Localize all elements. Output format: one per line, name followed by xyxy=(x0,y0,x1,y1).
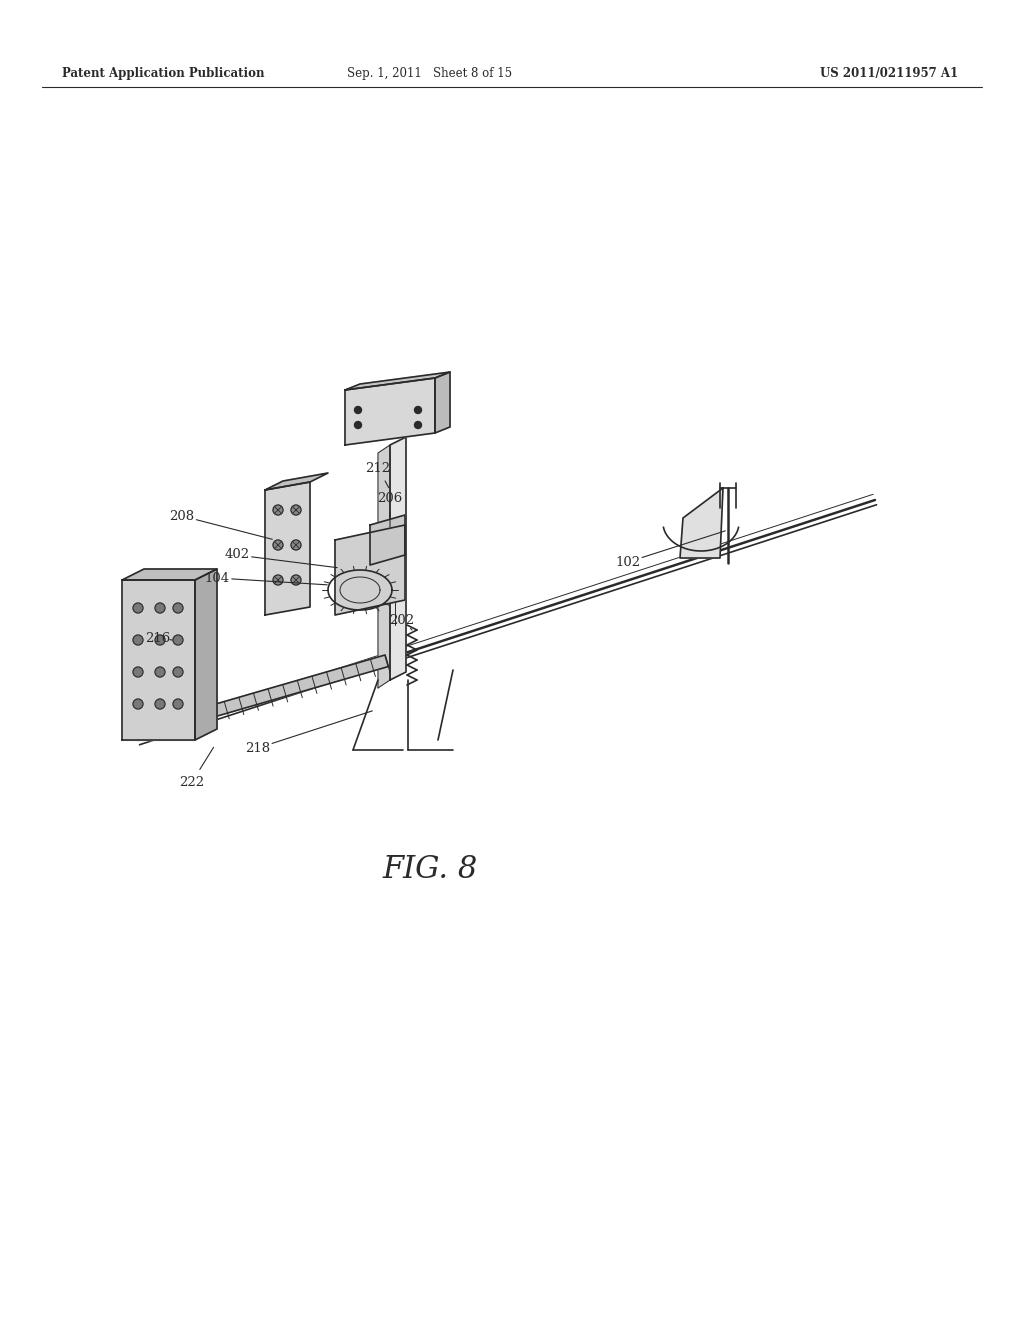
Text: 202: 202 xyxy=(389,614,415,627)
Polygon shape xyxy=(265,482,310,615)
Polygon shape xyxy=(122,579,195,741)
Text: 208: 208 xyxy=(169,510,195,523)
Text: 212: 212 xyxy=(366,462,390,474)
Text: US 2011/0211957 A1: US 2011/0211957 A1 xyxy=(820,67,958,81)
Circle shape xyxy=(273,576,283,585)
Circle shape xyxy=(155,667,165,677)
Circle shape xyxy=(133,667,143,677)
Circle shape xyxy=(133,603,143,612)
Text: 216: 216 xyxy=(145,631,171,644)
Polygon shape xyxy=(435,372,450,433)
Polygon shape xyxy=(378,445,390,688)
Circle shape xyxy=(173,700,183,709)
Circle shape xyxy=(354,407,361,413)
Polygon shape xyxy=(680,488,723,558)
Polygon shape xyxy=(345,378,435,445)
Circle shape xyxy=(155,635,165,645)
Text: Patent Application Publication: Patent Application Publication xyxy=(62,67,264,81)
Circle shape xyxy=(273,506,283,515)
Polygon shape xyxy=(345,372,450,389)
Circle shape xyxy=(173,603,183,612)
Circle shape xyxy=(354,421,361,429)
Text: 104: 104 xyxy=(205,572,229,585)
Text: 402: 402 xyxy=(224,549,250,561)
Polygon shape xyxy=(195,655,388,722)
Polygon shape xyxy=(122,569,217,579)
Circle shape xyxy=(155,700,165,709)
Text: FIG. 8: FIG. 8 xyxy=(382,854,477,886)
Circle shape xyxy=(133,700,143,709)
Circle shape xyxy=(415,407,422,413)
Circle shape xyxy=(291,576,301,585)
Circle shape xyxy=(415,421,422,429)
Polygon shape xyxy=(390,437,406,680)
Circle shape xyxy=(133,635,143,645)
Polygon shape xyxy=(335,525,406,615)
Circle shape xyxy=(273,540,283,550)
Text: 222: 222 xyxy=(179,776,205,788)
Circle shape xyxy=(173,635,183,645)
Polygon shape xyxy=(265,473,328,490)
Text: 218: 218 xyxy=(246,742,270,755)
Text: Sep. 1, 2011   Sheet 8 of 15: Sep. 1, 2011 Sheet 8 of 15 xyxy=(347,67,513,81)
Circle shape xyxy=(173,667,183,677)
Text: 206: 206 xyxy=(378,491,402,504)
Polygon shape xyxy=(195,569,217,741)
Circle shape xyxy=(291,540,301,550)
Text: 102: 102 xyxy=(615,556,641,569)
Circle shape xyxy=(155,603,165,612)
Circle shape xyxy=(291,506,301,515)
Polygon shape xyxy=(370,515,406,565)
